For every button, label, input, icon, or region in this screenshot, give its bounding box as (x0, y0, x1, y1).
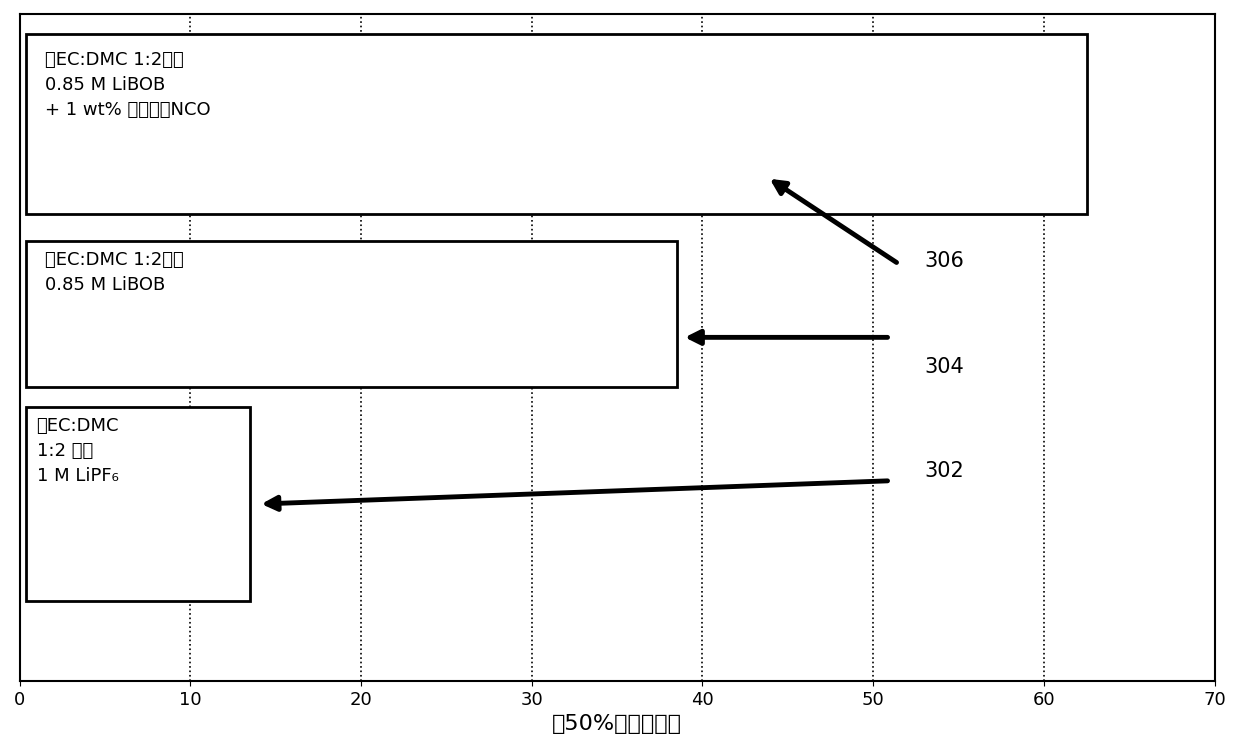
Text: 306: 306 (925, 251, 965, 271)
Text: 在EC:DMC
1:2 中的
1 M LiPF₆: 在EC:DMC 1:2 中的 1 M LiPF₆ (37, 417, 119, 485)
Text: 在EC:DMC 1:2中的
0.85 M LiBOB: 在EC:DMC 1:2中的 0.85 M LiBOB (45, 251, 184, 294)
Text: 302: 302 (925, 461, 965, 481)
Text: 在EC:DMC 1:2中的
0.85 M LiBOB
+ 1 wt% 十二烷基NCO: 在EC:DMC 1:2中的 0.85 M LiBOB + 1 wt% 十二烷基N… (45, 51, 211, 119)
Bar (26, 241, 677, 387)
X-axis label: 至50%容量的循环: 至50%容量的循环 (552, 714, 682, 734)
Text: 304: 304 (925, 358, 965, 377)
Bar (26, 408, 250, 601)
Bar (26, 34, 1086, 214)
